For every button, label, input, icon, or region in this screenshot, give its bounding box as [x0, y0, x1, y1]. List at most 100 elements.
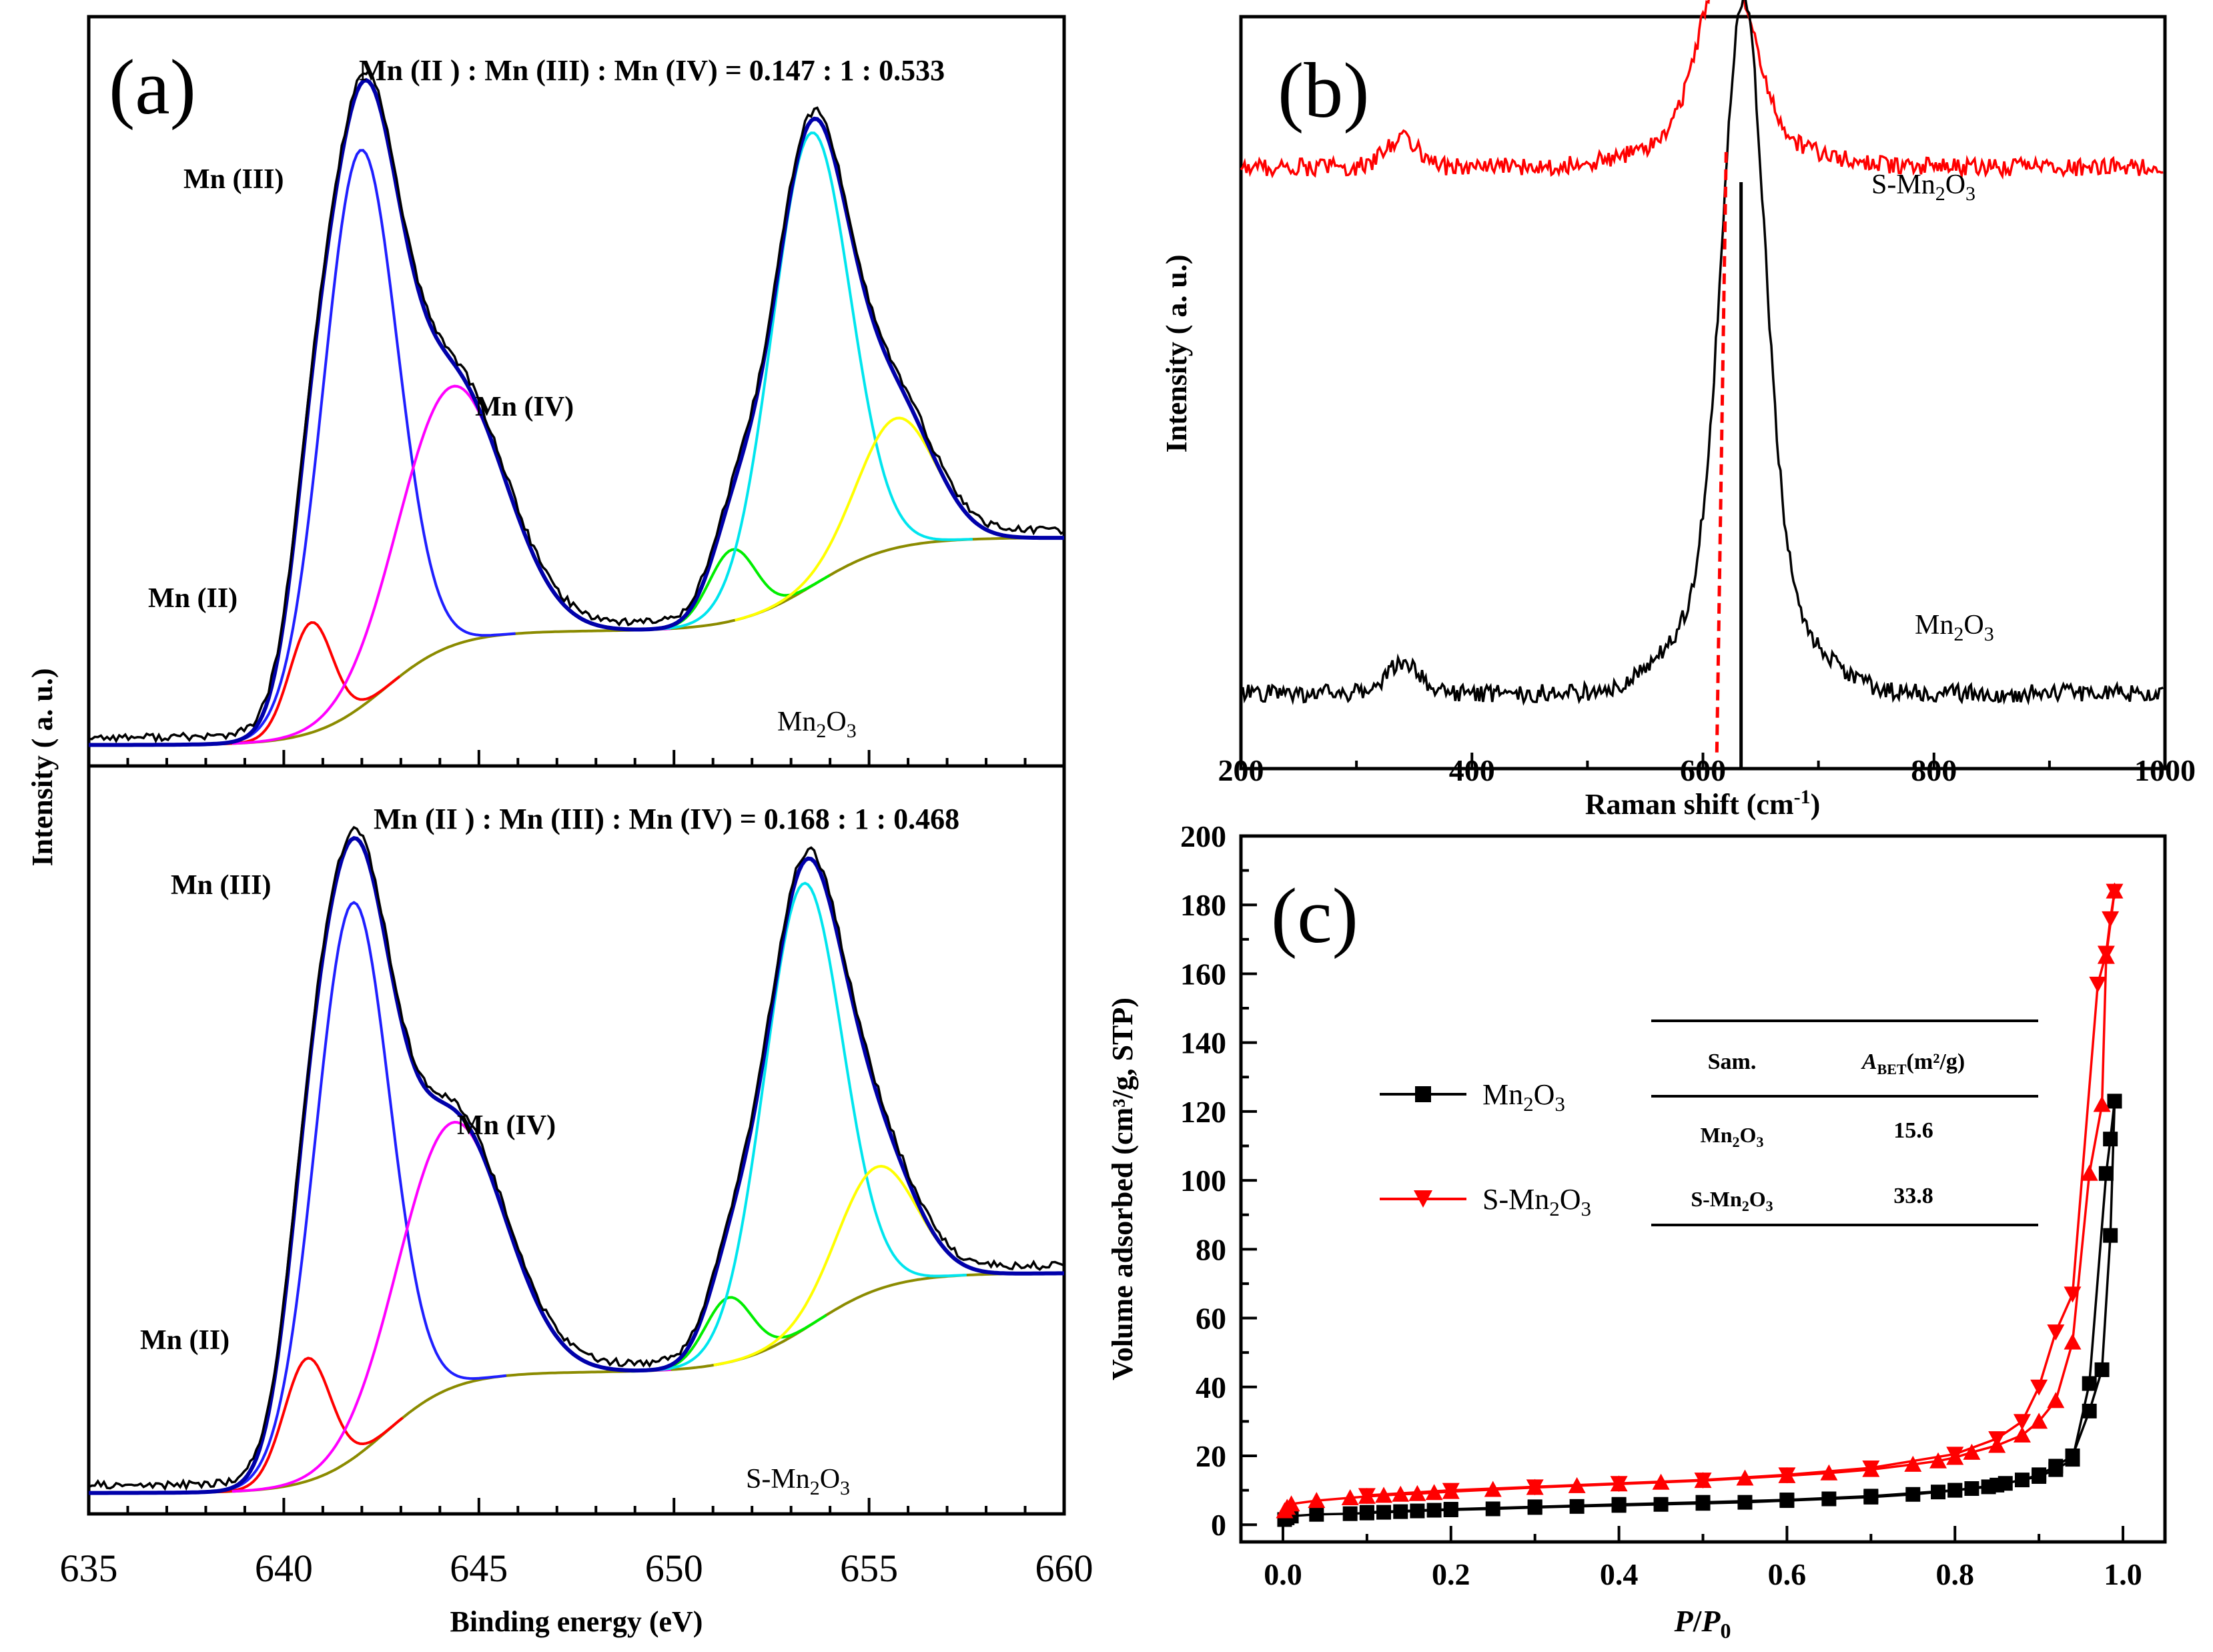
- data-point: [2030, 1412, 2048, 1429]
- data-point: [1947, 1483, 1963, 1498]
- data-point: [1308, 1492, 1326, 1509]
- data-point: [1695, 1495, 1711, 1510]
- data-point: [1610, 1476, 1628, 1493]
- data-point: [2093, 1096, 2111, 1112]
- legend-label-s-mn2o3: S-Mn2O3: [1482, 1183, 1591, 1220]
- panel-a-y-axis-label: Intensity ( a. u.): [26, 668, 59, 866]
- xps-experimental: [88, 68, 1065, 744]
- x-tick-label: 0.4: [1600, 1557, 1639, 1591]
- y-tick-label: 0: [1211, 1508, 1226, 1542]
- xps-component-mn-iii-: [198, 901, 507, 1494]
- xps-component-mn-ii-: [210, 1356, 404, 1494]
- y-tick-label: 200: [1180, 819, 1226, 853]
- xps-baseline: [89, 536, 1064, 747]
- panel-c-bet: 0.0 0.2 0.4 0.6 0.8 1.0 0 20 40 60 80 100 120 140 160 1…: [1106, 819, 2167, 1643]
- xps-fit-envelope: [89, 836, 1064, 1495]
- panel-a-top-ratio: Mn (II ) : Mn (III) : Mn (IV) = 0.147 : …: [359, 54, 945, 87]
- data-point: [1358, 1488, 1376, 1505]
- data-point: [1526, 1479, 1544, 1496]
- raman-label-mn2o3: Mn2O3: [1915, 610, 1994, 645]
- x-tick-label: 635: [60, 1547, 118, 1590]
- x-tick-label: 640: [255, 1547, 313, 1590]
- data-point: [1442, 1483, 1460, 1499]
- xps-component-mn-2p1-2-shoulder: [735, 416, 1058, 622]
- table-row2-sample: S-Mn2O3: [1691, 1187, 1773, 1214]
- data-point: [2082, 1403, 2097, 1418]
- raman-label-s-mn2o3: S-Mn2O3: [1871, 169, 1975, 205]
- data-point: [2094, 1362, 2110, 1377]
- data-point: [2103, 1132, 2118, 1147]
- x-tick-label: 600: [1680, 753, 1726, 787]
- data-point: [1778, 1467, 1796, 1484]
- data-point: [1611, 1497, 1627, 1512]
- data-point: [2013, 1426, 2031, 1443]
- x-tick-label: 800: [1911, 753, 1957, 787]
- data-point: [2107, 1094, 2122, 1109]
- panel-b-frame: [1239, 15, 2167, 771]
- panel-a-xps: 635 640 645 650 655 660 (a) Mn (II ) : Mn (II…: [26, 15, 1093, 1638]
- panel-a-top-frame: [87, 15, 1066, 768]
- data-point: [2013, 1414, 2031, 1430]
- data-point: [1359, 1505, 1374, 1520]
- xps-component-mn-2p1-2-main: [649, 131, 973, 631]
- legend-marker-mn2o3: [1415, 1086, 1431, 1102]
- data-point: [2048, 1462, 2064, 1477]
- y-tick-label: 180: [1180, 888, 1226, 922]
- peak-label-mn3-top: Mn (III): [183, 164, 284, 195]
- table-header-abet: ABET(m²/g): [1861, 1050, 1965, 1078]
- data-point: [1904, 1455, 1922, 1472]
- x-tick-label: 0.2: [1432, 1557, 1470, 1591]
- y-tick-label: 160: [1180, 957, 1226, 991]
- table-header-sample: Sam.: [1708, 1050, 1757, 1074]
- panel-a-top-sample-label: Mn2O3: [777, 707, 857, 742]
- panel-b-curves: [1240, 0, 2164, 769]
- xps-baseline: [89, 1272, 1064, 1495]
- panel-a-top-curves: [88, 68, 1065, 747]
- x-tick-label: 200: [1218, 753, 1264, 787]
- data-point: [2064, 1333, 2082, 1350]
- panel-b-y-axis-label: Intensity ( a. u.): [1160, 254, 1193, 452]
- data-point: [1929, 1452, 1947, 1469]
- panel-b-x-axis-label: Raman shift (cm-1): [1585, 786, 1821, 821]
- table-row2-value: 33.8: [1893, 1184, 1933, 1208]
- data-point: [2106, 883, 2124, 900]
- peak-label-mn2-bottom: Mn (II): [140, 1325, 230, 1356]
- data-point: [1779, 1493, 1795, 1508]
- x-tick-label: 660: [1035, 1547, 1093, 1590]
- data-point: [2047, 1392, 2065, 1408]
- panel-b-x-ticks: 200 400 600 800 1000: [1218, 753, 2196, 787]
- data-point: [1989, 1477, 2005, 1493]
- x-tick-label: 655: [840, 1547, 898, 1590]
- data-point: [1988, 1431, 2006, 1448]
- y-tick-label: 60: [1196, 1302, 1226, 1336]
- legend-marker-s-mn2o3: [1414, 1190, 1432, 1208]
- peak-label-mn2-top: Mn (II): [148, 583, 238, 614]
- xps-component-mn-iv-: [232, 384, 671, 745]
- panel-a-bottom-ratio: Mn (II ) : Mn (III) : Mn (IV) = 0.168 : …: [374, 803, 959, 835]
- xps-experimental: [88, 825, 1065, 1491]
- raman-series-s-mn2o3: [1240, 0, 2164, 180]
- panel-a-label: (a): [109, 43, 196, 131]
- panel-b-label: (b): [1278, 47, 1370, 134]
- panel-c-isotherms: [1276, 882, 2124, 1527]
- data-point: [1737, 1495, 1753, 1510]
- data-point: [1309, 1507, 1324, 1522]
- x-tick-label: 400: [1449, 753, 1495, 787]
- panel-a-x-axis-label: Binding energy (eV): [450, 1605, 703, 1638]
- xps-component-mn-iii-: [204, 149, 516, 746]
- data-point: [1282, 1495, 1300, 1512]
- xps-fit-envelope: [89, 77, 1064, 747]
- peak-label-mn4-top: Mn (IV): [475, 392, 574, 422]
- peak-label-mn3-bottom: Mn (III): [171, 870, 272, 901]
- x-tick-label: 645: [450, 1547, 508, 1590]
- y-tick-label: 100: [1180, 1164, 1226, 1198]
- data-point: [2103, 1228, 2118, 1243]
- data-point: [2065, 1452, 2080, 1467]
- data-point: [2032, 1469, 2047, 1484]
- panel-c-ticks: 0.0 0.2 0.4 0.6 0.8 1.0 0 20 40 60 80 100 120 140 160 1…: [1180, 819, 2142, 1591]
- data-point: [2097, 945, 2115, 962]
- legend-label-mn2o3: Mn2O3: [1482, 1078, 1565, 1116]
- raman-marker-line: [1715, 151, 1728, 754]
- data-point: [2089, 976, 2107, 993]
